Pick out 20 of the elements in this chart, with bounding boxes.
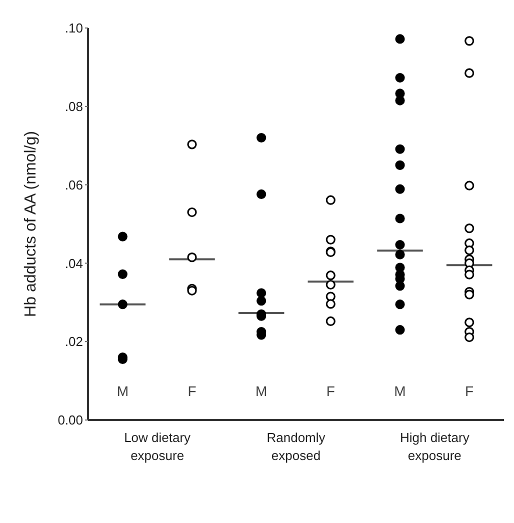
x-tick-label: F	[326, 383, 335, 399]
y-tick-label: .10	[64, 20, 83, 36]
x-tick-label: M	[394, 383, 406, 399]
point	[118, 300, 128, 310]
point	[395, 325, 405, 335]
y-tick-label: .08	[64, 99, 83, 114]
y-axis-title: Hb adducts of AA (nmol/g)	[22, 131, 40, 317]
point	[256, 288, 266, 298]
x-tick-label: F	[188, 383, 196, 399]
y-tick-label: .06	[64, 177, 83, 192]
x-tick-label: M	[255, 383, 268, 399]
point	[326, 316, 336, 326]
text: Low dietary exposure	[124, 430, 192, 463]
x-tick-label: F	[465, 383, 474, 399]
x-tick-label: M	[116, 383, 129, 399]
text: High dietary exposure	[400, 430, 470, 463]
y-tick-label: .04	[64, 256, 83, 271]
y-tick-label: .02	[64, 334, 83, 350]
text: Randomly exposed	[266, 430, 326, 463]
y-tick-label: 0.00	[58, 412, 83, 428]
